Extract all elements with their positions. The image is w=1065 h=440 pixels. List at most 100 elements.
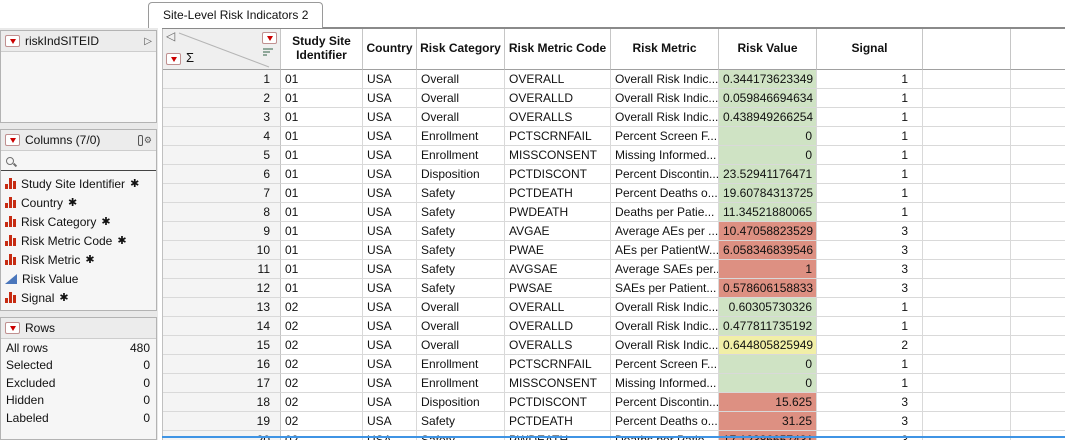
cell-study-site[interactable]: 01 [281, 241, 363, 260]
cell-study-site[interactable]: 01 [281, 184, 363, 203]
cell-risk-category[interactable]: Overall [417, 108, 505, 127]
rows-stat-item[interactable]: Hidden 0 [1, 392, 156, 410]
cell-risk-category[interactable]: Safety [417, 279, 505, 298]
tab-site-level-risk-indicators[interactable]: Site-Level Risk Indicators 2 [148, 2, 323, 28]
cell-signal[interactable]: 3 [817, 412, 923, 431]
disclosure-right-icon[interactable]: ▷ [144, 36, 152, 47]
cell-risk-category[interactable]: Enrollment [417, 127, 505, 146]
cell-risk-metric-code[interactable]: OVERALL [505, 70, 611, 89]
cell-risk-metric[interactable]: Percent Discontin... [611, 165, 719, 184]
red-triangle-menu-icon[interactable] [5, 134, 20, 146]
column-header-risk-value[interactable]: Risk Value [719, 29, 817, 70]
cell-risk-metric-code[interactable]: OVERALLS [505, 108, 611, 127]
cell-risk-value[interactable]: 11.34521880065 [719, 203, 817, 222]
row-number-cell[interactable]: 1 [163, 70, 281, 89]
cell-study-site[interactable]: 02 [281, 336, 363, 355]
row-marker-icon[interactable] [263, 48, 273, 57]
cell-study-site[interactable]: 01 [281, 146, 363, 165]
cell-study-site[interactable]: 01 [281, 222, 363, 241]
row-number-cell[interactable]: 11 [163, 260, 281, 279]
cell-signal[interactable]: 1 [817, 89, 923, 108]
column-list-item[interactable]: Risk Value [1, 269, 156, 288]
row-number-cell[interactable]: 5 [163, 146, 281, 165]
rows-stat-item[interactable]: Excluded 0 [1, 374, 156, 392]
cell-risk-value[interactable]: 0.344173623349 [719, 70, 817, 89]
column-list-item[interactable]: Risk Category ✱ [1, 212, 156, 231]
column-header-signal[interactable]: Signal [817, 29, 923, 70]
cell-risk-metric[interactable]: Average SAEs per... [611, 260, 719, 279]
cell-risk-metric[interactable]: Overall Risk Indic... [611, 317, 719, 336]
cell-country[interactable]: USA [363, 108, 417, 127]
cell-risk-category[interactable]: Enrollment [417, 374, 505, 393]
cell-risk-metric[interactable]: SAEs per Patient... [611, 279, 719, 298]
cell-country[interactable]: USA [363, 336, 417, 355]
cell-risk-value[interactable]: 0 [719, 374, 817, 393]
cell-risk-value[interactable]: 31.25 [719, 412, 817, 431]
cell-risk-metric[interactable]: AEs per PatientW... [611, 241, 719, 260]
cell-signal[interactable]: 3 [817, 222, 923, 241]
cell-signal[interactable]: 3 [817, 260, 923, 279]
cell-country[interactable]: USA [363, 317, 417, 336]
cell-signal[interactable]: 1 [817, 317, 923, 336]
cell-signal[interactable]: 3 [817, 241, 923, 260]
cell-risk-category[interactable]: Safety [417, 260, 505, 279]
cell-risk-metric-code[interactable]: OVERALLD [505, 89, 611, 108]
cell-signal[interactable]: 1 [817, 70, 923, 89]
cell-risk-metric[interactable]: Percent Screen F... [611, 127, 719, 146]
column-list-item[interactable]: Signal ✱ [1, 288, 156, 307]
cell-country[interactable]: USA [363, 412, 417, 431]
cell-risk-metric[interactable]: Percent Deaths o... [611, 184, 719, 203]
row-number-cell[interactable]: 3 [163, 108, 281, 127]
cell-signal[interactable]: 1 [817, 127, 923, 146]
cell-risk-category[interactable]: Enrollment [417, 355, 505, 374]
cell-risk-metric-code[interactable]: OVERALL [505, 298, 611, 317]
cell-signal[interactable]: 3 [817, 393, 923, 412]
cell-study-site[interactable]: 01 [281, 203, 363, 222]
cell-risk-value[interactable]: 0.477811735192 [719, 317, 817, 336]
cell-study-site[interactable]: 02 [281, 374, 363, 393]
rows-stat-item[interactable]: Selected 0 [1, 357, 156, 375]
column-header-risk-metric[interactable]: Risk Metric [611, 29, 719, 70]
cell-country[interactable]: USA [363, 146, 417, 165]
cell-risk-metric-code[interactable]: PCTSCRNFAIL [505, 355, 611, 374]
cell-study-site[interactable]: 01 [281, 279, 363, 298]
cell-country[interactable]: USA [363, 374, 417, 393]
cell-risk-metric[interactable]: Average AEs per ... [611, 222, 719, 241]
cell-risk-metric-code[interactable]: MISSCONSENT [505, 146, 611, 165]
red-triangle-menu-icon[interactable] [5, 35, 20, 47]
row-number-cell[interactable]: 7 [163, 184, 281, 203]
cell-risk-metric-code[interactable]: PWAE [505, 241, 611, 260]
cell-country[interactable]: USA [363, 355, 417, 374]
cell-signal[interactable]: 1 [817, 165, 923, 184]
column-header-study-site-identifier[interactable]: Study Site Identifier [281, 29, 363, 70]
sigma-icon[interactable]: Σ [186, 51, 194, 66]
cell-study-site[interactable]: 01 [281, 89, 363, 108]
row-number-cell[interactable]: 17 [163, 374, 281, 393]
cell-country[interactable]: USA [363, 222, 417, 241]
red-triangle-menu-icon[interactable] [5, 322, 20, 334]
cell-risk-category[interactable]: Overall [417, 70, 505, 89]
cell-signal[interactable]: 1 [817, 108, 923, 127]
cell-risk-metric[interactable]: Overall Risk Indic... [611, 70, 719, 89]
cell-study-site[interactable]: 02 [281, 355, 363, 374]
cell-risk-category[interactable]: Safety [417, 222, 505, 241]
cell-country[interactable]: USA [363, 298, 417, 317]
row-number-cell[interactable]: 8 [163, 203, 281, 222]
row-number-cell[interactable]: 9 [163, 222, 281, 241]
column-header-country[interactable]: Country [363, 29, 417, 70]
cell-country[interactable]: USA [363, 241, 417, 260]
cell-risk-metric-code[interactable]: PCTSCRNFAIL [505, 127, 611, 146]
cell-signal[interactable]: 1 [817, 374, 923, 393]
cell-risk-value[interactable]: 6.058346839546 [719, 241, 817, 260]
row-number-cell[interactable]: 18 [163, 393, 281, 412]
row-number-cell[interactable]: 4 [163, 127, 281, 146]
cell-risk-metric-code[interactable]: PCTDISCONT [505, 165, 611, 184]
cell-study-site[interactable]: 01 [281, 127, 363, 146]
row-number-cell[interactable]: 2 [163, 89, 281, 108]
column-header-risk-metric-code[interactable]: Risk Metric Code [505, 29, 611, 70]
cell-risk-metric-code[interactable]: PCTDEATH [505, 184, 611, 203]
cell-signal[interactable]: 1 [817, 146, 923, 165]
rows-menu-icon[interactable] [166, 53, 181, 65]
cell-risk-metric[interactable]: Overall Risk Indic... [611, 89, 719, 108]
cell-risk-value[interactable]: 0.059846694634 [719, 89, 817, 108]
